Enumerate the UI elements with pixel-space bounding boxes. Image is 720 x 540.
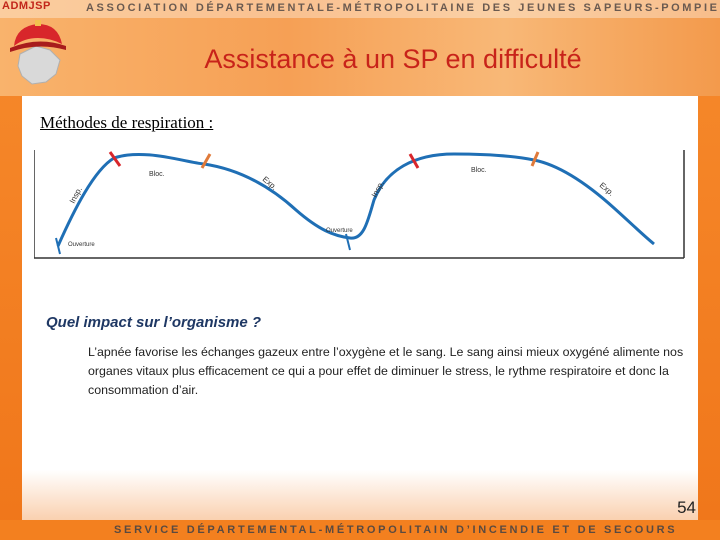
label-insp-1: Insp. xyxy=(68,185,84,205)
marker-red-1 xyxy=(108,151,122,167)
label-bloc-2: Bloc. xyxy=(471,167,487,174)
org-abbreviation: ADMJSP xyxy=(2,0,51,12)
content-bottom-fade xyxy=(22,470,698,520)
start-tick xyxy=(55,237,61,255)
content-area xyxy=(22,96,698,520)
firefighter-helmet-logo-icon xyxy=(10,20,66,85)
section-subtitle: Méthodes de respiration : xyxy=(40,113,214,132)
label-bloc-1: Bloc. xyxy=(149,171,165,178)
footer-band xyxy=(0,520,720,540)
page-number: 54 xyxy=(677,498,696,517)
org-name: ASSOCIATION DÉPARTEMENTALE-MÉTROPOLITAIN… xyxy=(86,2,720,14)
label-ouverture-2: Ouverture xyxy=(326,228,353,234)
breathing-cycle-diagram: Insp. Bloc. Exp. Ouverture Ouverture Ins… xyxy=(34,150,685,259)
marker-orange-2 xyxy=(530,151,540,167)
header-banner xyxy=(0,0,720,96)
breathing-curve xyxy=(56,152,655,247)
marker-red-2 xyxy=(408,153,420,169)
marker-orange-1 xyxy=(200,153,212,169)
footer-text: SERVICE DÉPARTEMENTAL-MÉTROPOLITAIN D’IN… xyxy=(114,524,678,536)
impact-question: Quel impact sur l’organisme ? xyxy=(46,314,262,331)
impact-paragraph: L’apnée favorise les échanges gazeux ent… xyxy=(88,345,684,397)
header-top-band xyxy=(0,0,720,18)
label-ouverture-1: Ouverture xyxy=(68,242,95,248)
slide-title: Assistance à un SP en difficulté xyxy=(204,44,582,74)
ouverture-tick xyxy=(345,233,351,251)
